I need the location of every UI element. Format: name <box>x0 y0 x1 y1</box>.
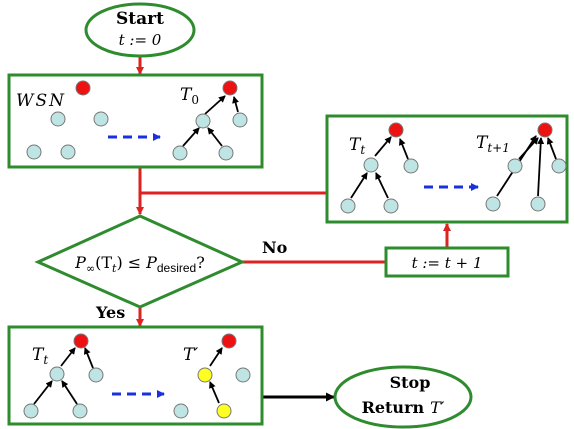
tree-node <box>486 197 500 211</box>
tree-t0-subscript: 0 <box>191 93 199 107</box>
tree-node <box>24 404 38 418</box>
stop-return: Return T′ <box>362 398 445 417</box>
final-box: Tt T′ <box>9 327 262 424</box>
wsn-node <box>51 112 65 126</box>
wsn-sink-node <box>76 81 90 95</box>
tree-tt-subscript: t <box>43 353 48 367</box>
stop-title: Stop <box>390 373 431 392</box>
selected-node <box>217 404 231 418</box>
start-init: t := 0 <box>119 31 162 49</box>
tree-root-node <box>222 334 236 348</box>
tree-node <box>173 146 187 160</box>
tree-node <box>196 114 210 128</box>
tree-tprime-label: T′ <box>183 345 198 365</box>
tree-root-node <box>538 123 552 137</box>
wsn-node <box>61 145 75 159</box>
tree-node <box>531 197 545 211</box>
tree-node <box>73 404 87 418</box>
tree-root-node <box>223 81 237 95</box>
tree-root-node <box>74 334 88 348</box>
wsn-node <box>27 145 41 159</box>
tree-node <box>364 158 378 172</box>
yes-label: Yes <box>95 303 125 322</box>
tree-node <box>384 199 398 213</box>
increment-box: t := t + 1 <box>386 248 508 276</box>
tree-node <box>50 367 64 381</box>
decision-node: P∞(Tt) ≤ Pdesired? <box>38 216 242 307</box>
stop-node: Stop Return T′ <box>335 367 471 427</box>
no-label: No <box>262 238 288 257</box>
tree-tnext-subscript: t+1 <box>487 141 510 155</box>
start-node: Start t := 0 <box>86 4 194 56</box>
start-title: Start <box>116 9 164 29</box>
update-box: Tt Tt+1 <box>327 116 567 222</box>
tree-node <box>89 368 103 382</box>
increment-text: t := t + 1 <box>412 254 483 272</box>
init-box: WSN T0 <box>9 75 262 167</box>
tree-node <box>341 199 355 213</box>
tree-node <box>508 159 522 173</box>
tree-node <box>552 159 566 173</box>
wsn-node <box>94 112 108 126</box>
wsn-label: WSN <box>16 91 66 111</box>
tree-node <box>236 368 250 382</box>
tree-root-node <box>389 123 403 137</box>
tree-node <box>174 404 188 418</box>
tree-node <box>233 113 247 127</box>
selected-node <box>198 368 212 382</box>
tree-tt-subscript: t <box>360 143 365 157</box>
tree-node <box>219 146 233 160</box>
tree-node <box>404 159 418 173</box>
